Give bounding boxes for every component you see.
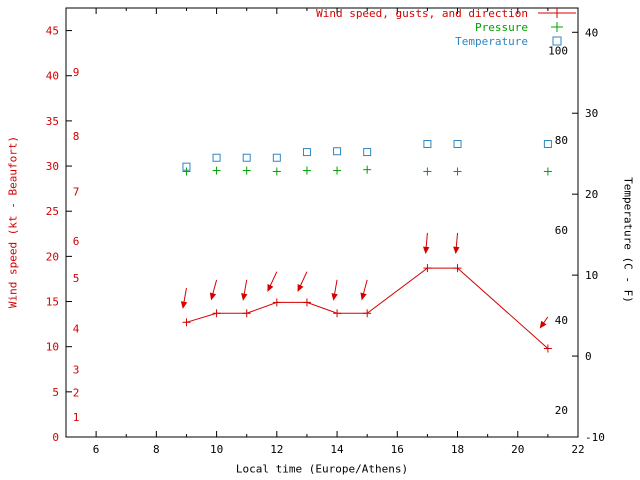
svg-text:0: 0	[585, 350, 592, 363]
wind-line-plus-sample-icon	[538, 8, 576, 18]
svg-text:40: 40	[585, 26, 598, 39]
y-axis-right-title: Temperature (C - F)	[621, 177, 635, 303]
svg-text:4: 4	[73, 323, 80, 336]
svg-text:-10: -10	[585, 431, 605, 444]
svg-text:20: 20	[46, 250, 59, 263]
legend-item-temperature: Temperature	[316, 34, 578, 48]
legend-item-pressure: Pressure	[316, 20, 578, 34]
svg-text:30: 30	[46, 160, 59, 173]
svg-text:20: 20	[511, 443, 524, 456]
svg-text:7: 7	[73, 185, 80, 198]
y-right-axis: -10 0 10 20 30 40	[572, 26, 605, 444]
svg-text:10: 10	[585, 269, 598, 282]
svg-text:6: 6	[93, 443, 100, 456]
series-pressure	[182, 165, 552, 176]
svg-text:15: 15	[46, 296, 59, 309]
legend-item-wind: Wind speed, gusts, and direction	[316, 6, 578, 20]
svg-text:35: 35	[46, 115, 59, 128]
svg-text:8: 8	[153, 443, 160, 456]
y-left-axis: 0 5 10 15 20 25 30 35 40 45	[46, 25, 72, 444]
legend-label-pressure: Pressure	[475, 20, 528, 34]
legend-label-wind: Wind speed, gusts, and direction	[316, 6, 528, 20]
legend: Wind speed, gusts, and direction Pressur…	[316, 6, 578, 48]
svg-text:22: 22	[571, 443, 584, 456]
svg-text:40: 40	[555, 314, 568, 327]
svg-text:20: 20	[585, 188, 598, 201]
svg-text:12: 12	[270, 443, 283, 456]
svg-text:40: 40	[46, 70, 59, 83]
svg-text:14: 14	[330, 443, 344, 456]
svg-text:3: 3	[73, 363, 80, 376]
x-axis-title: Local time (Europe/Athens)	[235, 462, 409, 476]
svg-text:0: 0	[52, 431, 59, 444]
x-axis: 6 8 10 12 14 16 18 20 22	[65, 8, 585, 456]
temperature-square-sample-icon	[552, 36, 562, 46]
svg-text:80: 80	[555, 134, 568, 147]
y-axis-left-title: Wind speed (kt - Beaufort)	[6, 135, 20, 309]
svg-text:9: 9	[73, 66, 80, 79]
svg-text:5: 5	[73, 272, 80, 285]
beaufort-scale-labels: 1 2 3 4 5 6 7 8 9	[73, 66, 80, 424]
svg-text:6: 6	[73, 235, 80, 248]
svg-text:30: 30	[585, 107, 598, 120]
legend-label-temperature: Temperature	[455, 34, 528, 48]
fahrenheit-scale-labels: 20 40 60 80 100	[548, 44, 568, 417]
series-temperature	[182, 139, 552, 171]
series-wind-speed	[182, 264, 552, 353]
svg-text:60: 60	[555, 224, 568, 237]
svg-text:18: 18	[451, 443, 464, 456]
series-wind-gusts	[180, 232, 549, 329]
svg-text:45: 45	[46, 25, 59, 38]
svg-text:10: 10	[210, 443, 223, 456]
svg-text:5: 5	[52, 386, 59, 399]
svg-text:2: 2	[73, 387, 80, 400]
svg-text:20: 20	[555, 404, 568, 417]
svg-text:100: 100	[548, 44, 568, 57]
svg-text:1: 1	[73, 411, 80, 424]
svg-text:8: 8	[73, 130, 80, 143]
svg-text:25: 25	[46, 205, 59, 218]
plot-border	[65, 7, 579, 438]
svg-text:10: 10	[46, 341, 59, 354]
svg-text:16: 16	[391, 443, 404, 456]
pressure-plus-sample-icon	[551, 22, 563, 32]
